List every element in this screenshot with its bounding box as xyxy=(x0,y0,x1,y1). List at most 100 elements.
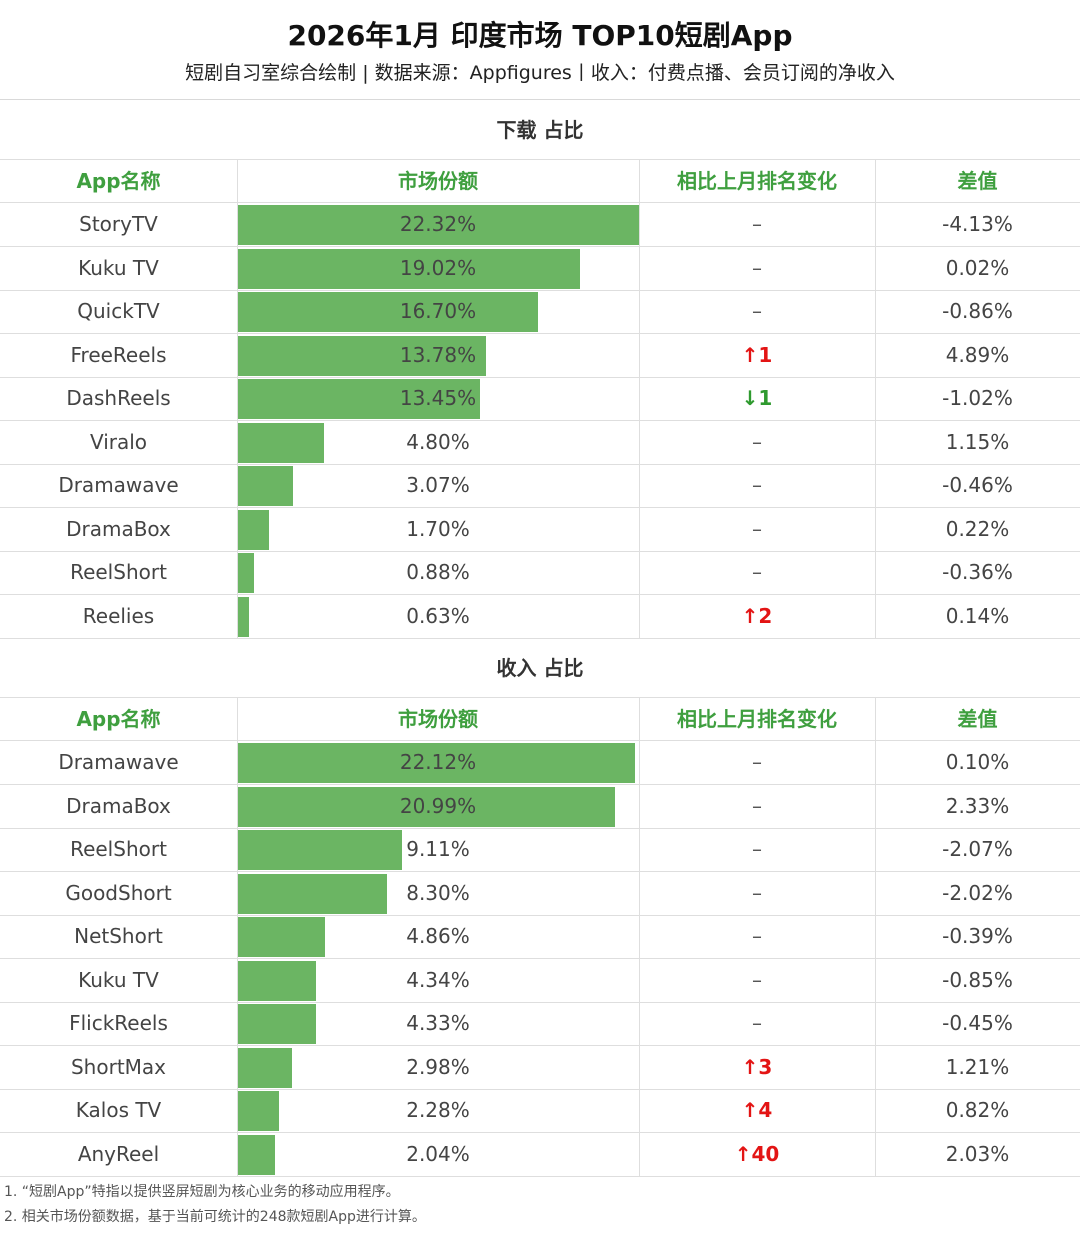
share-bar xyxy=(238,553,254,593)
app-name: Viralo xyxy=(89,429,148,454)
share-label: 22.32% xyxy=(399,212,477,236)
rank-change: – xyxy=(752,837,762,861)
diff-value: -4.13% xyxy=(942,212,1013,236)
share-bar xyxy=(238,1047,292,1088)
grid-line xyxy=(0,333,1080,334)
share-bar xyxy=(238,830,402,870)
rank-change: – xyxy=(752,880,762,905)
rank-change: ↑1 xyxy=(741,342,773,367)
app-name: Kuku TV xyxy=(78,967,159,992)
diff-value: 1.15% xyxy=(945,429,1010,454)
grid-line xyxy=(0,914,1080,916)
share-bar xyxy=(238,509,269,550)
share-bar xyxy=(238,248,580,289)
column-divider xyxy=(237,160,238,638)
diff-value: -0.46% xyxy=(942,473,1013,497)
column-header-diff: 差值 xyxy=(957,707,998,731)
app-name: ReelShort xyxy=(70,560,167,584)
app-name: DramaBox xyxy=(66,516,171,541)
diff-value: 0.22% xyxy=(945,516,1010,541)
app-name: DashReels xyxy=(66,386,171,410)
diff-value: 0.82% xyxy=(945,1098,1010,1122)
rank-change: ↑4 xyxy=(741,1098,773,1122)
app-name: ReelShort xyxy=(70,837,167,861)
page-title: 2026年1月 印度市场 TOP10短剧App xyxy=(287,19,793,52)
rank-change: – xyxy=(752,924,762,948)
diff-value: -2.07% xyxy=(942,837,1013,861)
column-header-rank-change: 相比上月排名变化 xyxy=(677,707,837,731)
diff-value: -0.85% xyxy=(942,967,1013,992)
share-bar xyxy=(238,743,636,783)
share-label: 16.70% xyxy=(399,299,477,323)
grid-line xyxy=(0,463,1080,465)
column-header-share: 市场份额 xyxy=(398,169,478,193)
app-name: Kuku TV xyxy=(78,255,159,280)
share-bar xyxy=(238,205,639,245)
share-label: 2.98% xyxy=(406,1054,470,1079)
column-header-app: App名称 xyxy=(76,707,161,731)
rank-change: ↑3 xyxy=(741,1054,773,1079)
share-bar xyxy=(238,1004,316,1044)
share-label: 20.99% xyxy=(399,793,477,818)
share-bar xyxy=(238,960,316,1001)
page-subtitle: 短剧自习室综合绘制 | 数据来源：Appfigures丨收入：付费点播、会员订阅… xyxy=(185,62,895,84)
column-divider xyxy=(639,160,640,638)
column-header-diff: 差值 xyxy=(957,169,998,193)
grid-line xyxy=(0,550,1080,552)
share-bar xyxy=(238,1091,279,1131)
rank-change: ↑40 xyxy=(734,1141,780,1166)
footnote-1: 1. “短剧App”特指以提供竖屏短剧为核心业务的移动应用程序。 xyxy=(4,1184,400,1200)
grid-line xyxy=(0,159,1080,160)
diff-value: -0.39% xyxy=(942,924,1013,948)
grid-line xyxy=(0,697,1080,698)
share-label: 4.33% xyxy=(406,1011,470,1035)
grid-line xyxy=(0,507,1080,508)
rank-change: – xyxy=(752,967,762,992)
share-bar xyxy=(238,466,294,506)
grid-line xyxy=(0,1088,1080,1090)
diff-value: -0.45% xyxy=(942,1011,1013,1035)
rank-change: – xyxy=(752,473,762,497)
share-label: 9.11% xyxy=(406,837,470,861)
rank-change: – xyxy=(752,560,762,584)
app-name: Dramawave xyxy=(58,473,179,497)
share-label: 2.04% xyxy=(406,1141,470,1166)
share-label: 19.02% xyxy=(399,255,477,280)
diff-value: -0.86% xyxy=(942,299,1013,323)
share-label: 2.28% xyxy=(406,1098,470,1122)
app-name: Reelies xyxy=(82,603,155,628)
section-title: 收入 占比 xyxy=(496,656,584,680)
share-label: 0.88% xyxy=(406,560,470,584)
share-bar xyxy=(238,292,539,332)
diff-value: 0.10% xyxy=(945,750,1010,774)
grid-line xyxy=(0,202,1080,203)
share-label: 22.12% xyxy=(399,750,477,774)
share-bar xyxy=(238,422,325,463)
diff-value: 2.03% xyxy=(945,1141,1010,1166)
rank-change: ↓1 xyxy=(741,386,773,410)
grid-line xyxy=(0,594,1080,595)
grid-line xyxy=(0,1175,1080,1177)
column-header-app: App名称 xyxy=(76,169,161,193)
share-label: 13.45% xyxy=(399,386,477,410)
app-name: QuickTV xyxy=(77,299,160,323)
app-name: StoryTV xyxy=(79,212,158,236)
column-divider xyxy=(875,698,876,1176)
grid-line xyxy=(0,740,1080,741)
app-name: DramaBox xyxy=(66,793,171,818)
share-label: 0.63% xyxy=(406,603,470,628)
grid-line xyxy=(0,784,1080,785)
rank-change: – xyxy=(752,212,762,236)
column-divider xyxy=(875,160,876,638)
footnote-2: 2. 相关市场份额数据，基于当前可统计的248款短剧App进行计算。 xyxy=(4,1209,426,1225)
share-bar xyxy=(238,917,326,957)
app-name: NetShort xyxy=(74,924,163,948)
grid-line xyxy=(0,1132,1080,1133)
header: 2026年1月 印度市场 TOP10短剧App 短剧自习室综合绘制 | 数据来源… xyxy=(0,0,1080,100)
app-name: GoodShort xyxy=(65,880,172,905)
share-bar xyxy=(238,379,480,419)
grid-line xyxy=(0,637,1080,639)
share-bar xyxy=(238,335,486,376)
app-name: ShortMax xyxy=(70,1054,167,1079)
app-name: FreeReels xyxy=(70,342,167,367)
